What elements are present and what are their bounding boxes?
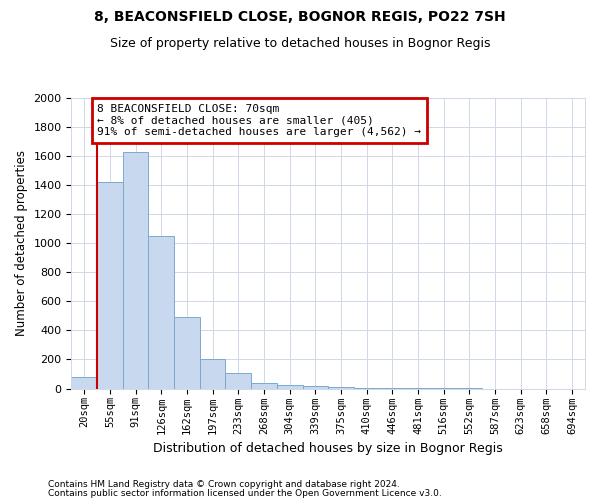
- Text: 8, BEACONSFIELD CLOSE, BOGNOR REGIS, PO22 7SH: 8, BEACONSFIELD CLOSE, BOGNOR REGIS, PO2…: [94, 10, 506, 24]
- Bar: [251, 382, 277, 388]
- Text: Size of property relative to detached houses in Bognor Regis: Size of property relative to detached ho…: [110, 38, 490, 51]
- Text: Contains public sector information licensed under the Open Government Licence v3: Contains public sector information licen…: [48, 488, 442, 498]
- Bar: [174, 318, 200, 388]
- Bar: [302, 386, 328, 388]
- Text: 8 BEACONSFIELD CLOSE: 70sqm
← 8% of detached houses are smaller (405)
91% of sem: 8 BEACONSFIELD CLOSE: 70sqm ← 8% of deta…: [97, 104, 421, 137]
- Y-axis label: Number of detached properties: Number of detached properties: [15, 150, 28, 336]
- Text: Contains HM Land Registry data © Crown copyright and database right 2024.: Contains HM Land Registry data © Crown c…: [48, 480, 400, 489]
- Bar: [226, 374, 251, 388]
- Bar: [71, 377, 97, 388]
- Bar: [123, 152, 148, 388]
- Bar: [97, 182, 123, 388]
- Bar: [200, 358, 226, 388]
- Bar: [277, 385, 302, 388]
- X-axis label: Distribution of detached houses by size in Bognor Regis: Distribution of detached houses by size …: [154, 442, 503, 455]
- Bar: [148, 236, 174, 388]
